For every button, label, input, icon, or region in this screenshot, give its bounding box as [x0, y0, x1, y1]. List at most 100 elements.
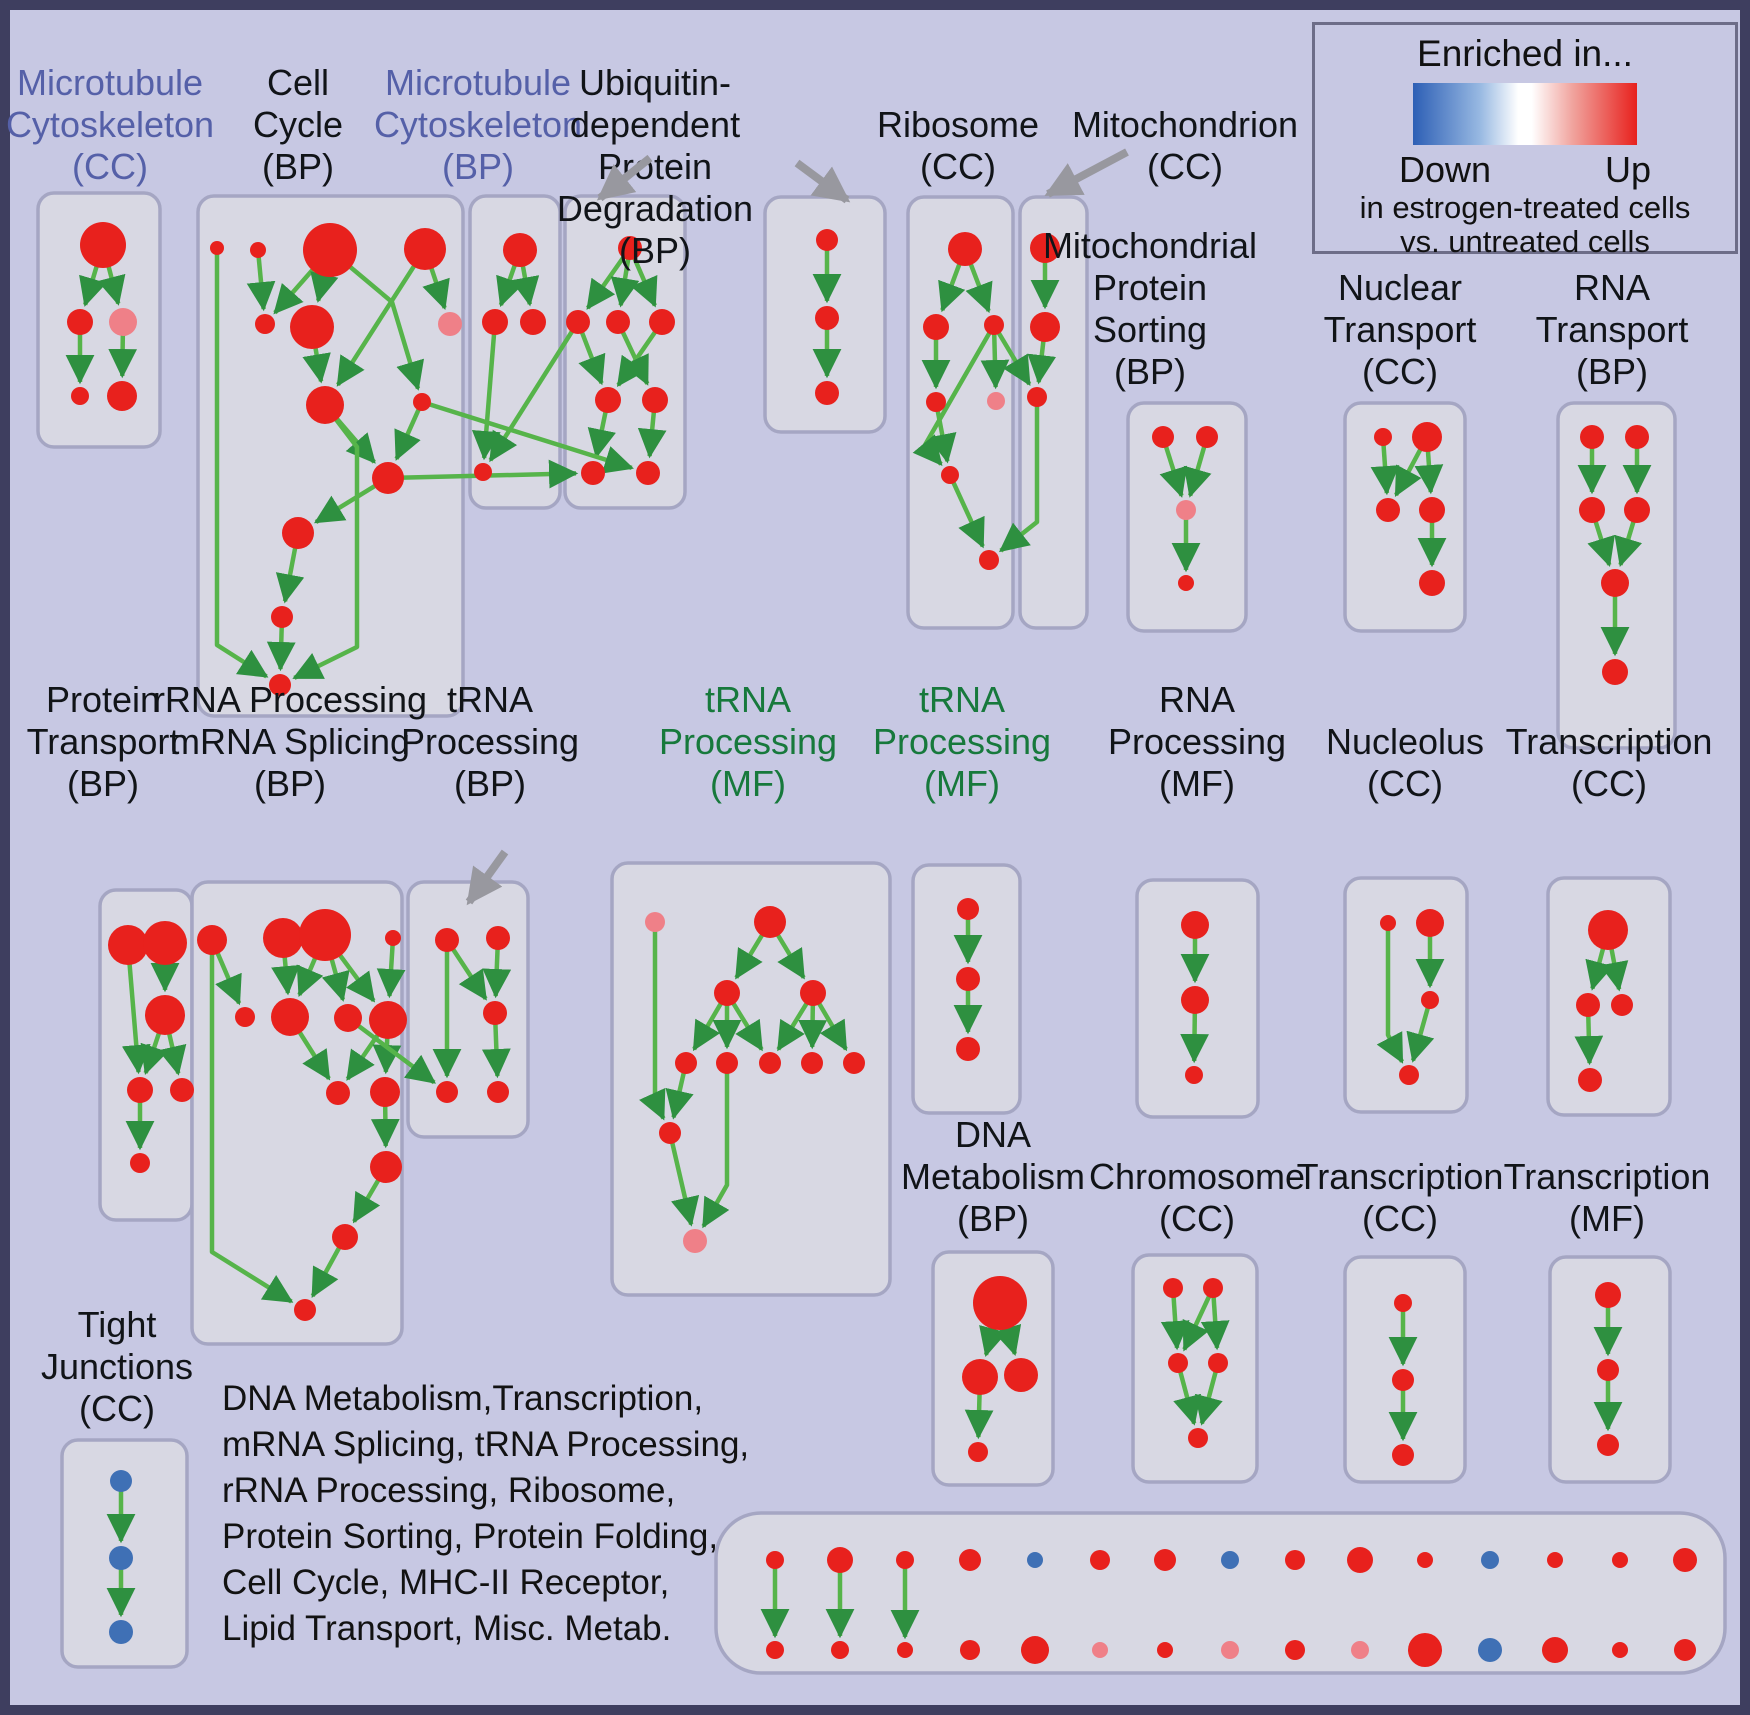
- ribosome-cc-edge: [928, 401, 957, 464]
- label-trna-processing-mf-1: tRNA: [705, 679, 791, 720]
- trna-processing-mf-2-node: [956, 1037, 980, 1061]
- nuclear-transport-cc-node: [1419, 497, 1445, 523]
- ribosome-cc-node: [979, 550, 999, 570]
- mixed-terms-node-bottom-10: [1351, 1641, 1369, 1659]
- nuclear-transport-cc-node: [1374, 428, 1392, 446]
- label-nuclear-transport-cc: Transport: [1324, 309, 1477, 350]
- legend-gradient-bar: [1413, 83, 1637, 145]
- mixed-terms-node-top-13: [1547, 1552, 1563, 1568]
- chromosome-cc-node: [1203, 1278, 1223, 1298]
- annotation-line: mRNA Splicing, tRNA Processing,: [222, 1425, 749, 1464]
- label-nuclear-transport-cc: (CC): [1362, 351, 1438, 392]
- mitochondrial-protein-sorting-bp-node: [1196, 426, 1218, 448]
- rna-transport-bp-node: [1580, 425, 1604, 449]
- dna-metabolism-bp-node: [962, 1359, 998, 1395]
- label-transcription-cc-bottom: (CC): [1362, 1198, 1438, 1239]
- nucleolus-cc-node: [1380, 915, 1396, 931]
- nuclear-transport-cc-node: [1419, 570, 1445, 596]
- mixed-terms-node-bottom-4: [960, 1640, 980, 1660]
- rrna-processing-mrna-splicing-bp-node: [370, 1077, 400, 1107]
- mixed-terms-node-top-7: [1154, 1549, 1176, 1571]
- cross-edge: [998, 397, 1040, 553]
- trna-processing-mf-1-edge: [639, 922, 666, 1121]
- ribosome-cc-node: [984, 315, 1004, 335]
- legend-subtitle-2: vs. untreated cells: [1400, 224, 1650, 259]
- label-rrna-processing-mrna-splicing-bp: mRNA Splicing: [170, 721, 410, 762]
- trna-processing-bp-node: [436, 1081, 458, 1103]
- mixed-terms-node-bottom-14: [1612, 1642, 1628, 1658]
- legend-title: Enriched in...: [1417, 33, 1633, 74]
- ubiquitin-degradation-bp-2-node: [815, 306, 839, 330]
- pointer-ubiquitin-left: [596, 154, 653, 202]
- annotation-line: rRNA Processing, Ribosome,: [222, 1471, 675, 1510]
- nucleolus-cc-box: [1343, 876, 1469, 1114]
- cross-edge: [346, 1016, 436, 1085]
- nuclear-transport-cc-edge: [1370, 436, 1400, 496]
- trna-processing-mf-2-node: [957, 898, 979, 920]
- nucleolus-cc-edge: [1406, 999, 1435, 1063]
- tight-junctions-cc-node: [110, 1470, 132, 1492]
- label-ubiquitin-degradation-bp: Ubiquitin-: [579, 62, 731, 103]
- label-rna-transport-bp: Transport: [1536, 309, 1689, 350]
- mixed-terms-node-top-6: [1090, 1550, 1110, 1570]
- mitochondrion-cc-node: [1030, 312, 1060, 342]
- ribosome-cc-edge: [947, 474, 985, 549]
- ubiquitin-degradation-bp-1-edge: [585, 246, 632, 310]
- ubiquitin-degradation-bp-2-node: [815, 381, 839, 405]
- chromosome-cc-node: [1188, 1428, 1208, 1448]
- mixed-terms-node-top-14: [1612, 1552, 1628, 1568]
- label-chromosome-cc: Chromosome: [1089, 1156, 1305, 1197]
- ribosome-cc-edge: [912, 323, 996, 466]
- mixed-terms-node-bottom-2: [831, 1641, 849, 1659]
- rrna-processing-mrna-splicing-bp-node: [326, 1081, 350, 1105]
- mixed-terms-node-top-12: [1481, 1551, 1499, 1569]
- label-ribosome-cc: (CC): [920, 146, 996, 187]
- label-chromosome-cc: (CC): [1159, 1198, 1235, 1239]
- tight-junctions-cc-node: [109, 1546, 133, 1570]
- microtubule-cytoskeleton-cc-node: [80, 222, 126, 268]
- nucleolus-cc-node: [1399, 1065, 1419, 1085]
- trna-processing-bp-node: [483, 1001, 507, 1025]
- trna-processing-bp-node: [435, 928, 459, 952]
- label-mitochondrial-protein-sorting-bp: Protein: [1093, 267, 1207, 308]
- mitochondrion-cc-node: [1027, 387, 1047, 407]
- legend-subtitle-1: in estrogen-treated cells: [1359, 190, 1691, 225]
- dna-metabolism-bp-node: [1004, 1358, 1038, 1392]
- cross-edge: [488, 320, 580, 463]
- protein-transport-bp-node: [145, 995, 185, 1035]
- chromosome-cc-node: [1163, 1278, 1183, 1298]
- label-protein-transport-bp: (BP): [67, 763, 139, 804]
- pointer-ubiquitin-right: [794, 159, 851, 204]
- transcription-cc-bottom-node: [1392, 1369, 1414, 1391]
- microtubule-cytoskeleton-cc-node: [109, 308, 137, 336]
- label-ubiquitin-degradation-bp: (BP): [619, 230, 691, 271]
- trna-processing-mf-1-node: [801, 1052, 823, 1074]
- mixed-terms-node-top-10: [1347, 1547, 1373, 1573]
- label-rna-transport-bp: (BP): [1576, 351, 1648, 392]
- ubiquitin-degradation-bp-1-node: [581, 461, 605, 485]
- label-rna-transport-bp: RNA: [1574, 267, 1650, 308]
- cell-cycle-bp-edge: [246, 249, 276, 312]
- ubiquitin-degradation-bp-1-node: [595, 387, 621, 413]
- rrna-processing-mrna-splicing-bp-node: [334, 1004, 362, 1032]
- ribosome-cc-node: [941, 466, 959, 484]
- mixed-terms-node-bottom-15: [1674, 1639, 1696, 1661]
- label-trna-processing-mf-1: (MF): [710, 763, 786, 804]
- label-microtubule-cytoskeleton-bp: Microtubule: [385, 62, 571, 103]
- ubiquitin-degradation-bp-1-node: [606, 310, 630, 334]
- label-cell-cycle-bp: Cycle: [253, 104, 343, 145]
- rna-transport-bp-node: [1601, 569, 1629, 597]
- cell-cycle-bp-node: [269, 674, 291, 696]
- trna-processing-mf-1-node: [759, 1052, 781, 1074]
- transcription-cc-mid-node: [1576, 993, 1600, 1017]
- mixed-terms-node-bottom-12: [1478, 1638, 1502, 1662]
- label-trna-processing-bp: Processing: [401, 721, 579, 762]
- label-trna-processing-bp: (BP): [454, 763, 526, 804]
- trna-processing-mf-1-node: [714, 980, 740, 1006]
- ribosome-cc-node: [926, 392, 946, 412]
- label-rna-processing-mf: Processing: [1108, 721, 1286, 762]
- chromosome-cc-edge: [1173, 1362, 1202, 1426]
- trna-processing-mf-1-node: [754, 906, 786, 938]
